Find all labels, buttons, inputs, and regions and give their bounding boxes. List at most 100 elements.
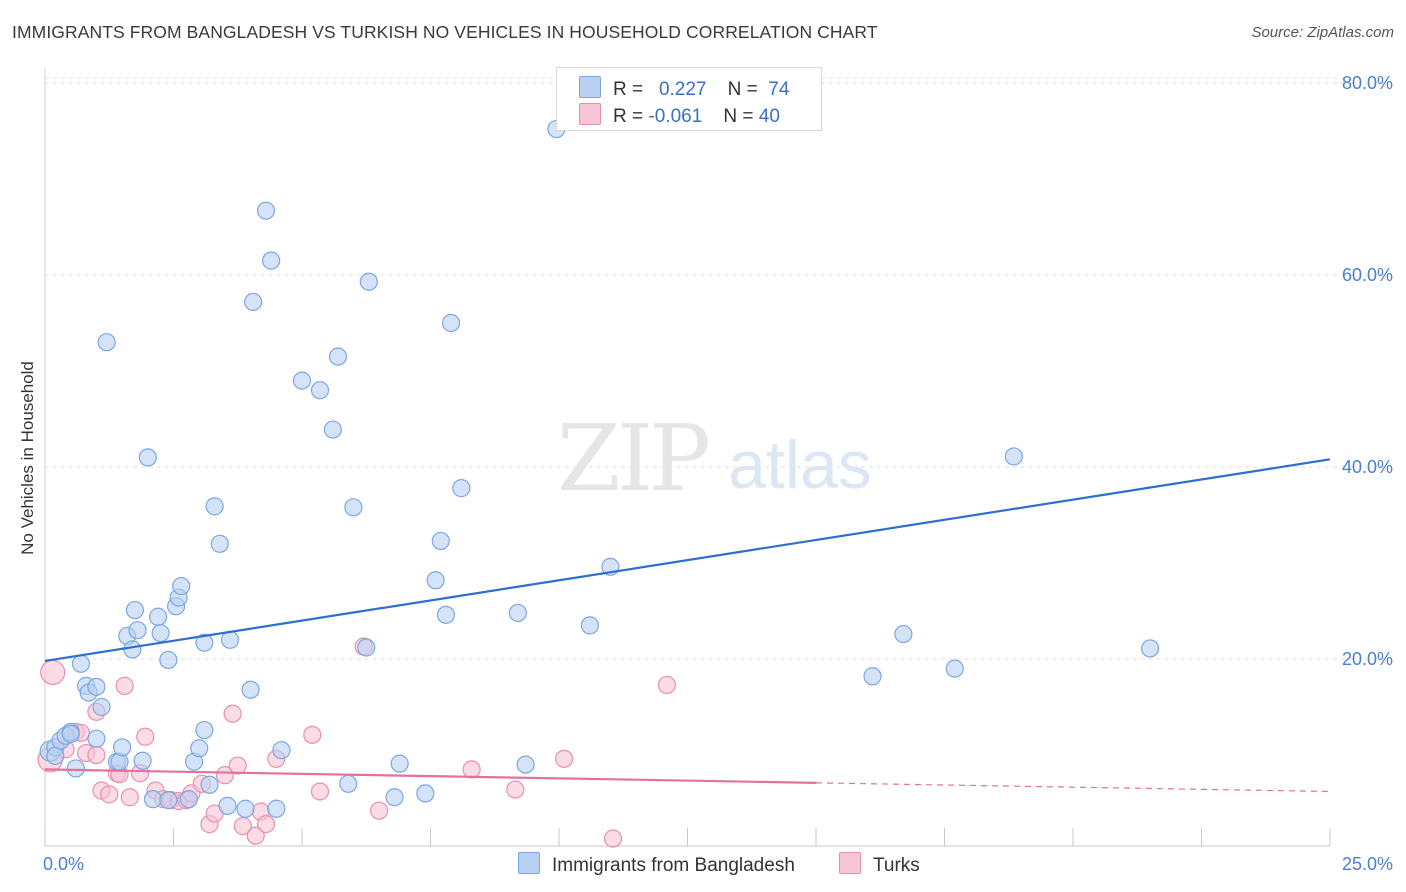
bangladesh-point [441, 313, 461, 333]
bangladesh-point [1004, 447, 1023, 466]
legend-row-bangladesh: R = 0.227 N = 74 [579, 76, 789, 100]
correlation-legend: R = 0.227 N = 74 R = -0.061 N = 40 [556, 67, 822, 131]
x-tick-label: 25.0% [1342, 854, 1393, 874]
turks-point [233, 816, 252, 836]
bangladesh-point [426, 571, 445, 590]
turks-point [120, 788, 139, 807]
legend-r-label: R = [613, 106, 644, 127]
bangladesh-point [357, 638, 376, 657]
bangladesh-point [344, 498, 363, 517]
bangladesh-points [39, 119, 1160, 818]
bangladesh-point [328, 347, 348, 366]
legend-n-value: 74 [768, 79, 790, 100]
turks-point [462, 760, 481, 779]
bangladesh-point [195, 633, 214, 652]
bangladesh-point [390, 754, 409, 773]
bangladesh-point [267, 799, 286, 818]
bangladesh-point [262, 251, 281, 270]
turks-point [303, 725, 322, 744]
bangladesh-point [92, 697, 111, 717]
turks-point [215, 766, 234, 785]
bangladesh-point [46, 746, 65, 766]
turks-point [228, 756, 247, 775]
y-tick-label: 20.0% [1342, 649, 1393, 669]
grid-lines [45, 77, 1392, 660]
bangladesh-point [172, 576, 191, 596]
bottom-legend-swatch-bangladesh [518, 852, 540, 874]
bangladesh-point [66, 759, 85, 778]
y-tick-label: 40.0% [1342, 457, 1393, 477]
legend-n-value: 40 [758, 106, 780, 127]
bangladesh-point [179, 790, 199, 809]
legend-swatch-bangladesh [579, 76, 601, 98]
bangladesh-point [125, 600, 145, 620]
legend-row-turks: R = -0.061 N = 40 [579, 103, 780, 127]
bangladesh-point [87, 729, 106, 748]
bangladesh-point [359, 272, 378, 291]
bangladesh-point [143, 790, 163, 809]
turks-point [100, 785, 119, 804]
bangladesh-point [339, 774, 358, 793]
legend-n-label: N = [723, 106, 754, 127]
bangladesh-point [236, 799, 255, 818]
x-tick-label: 0.0% [43, 854, 84, 874]
bangladesh-point [218, 796, 237, 815]
bangladesh-point [431, 531, 450, 551]
bangladesh-point [272, 741, 291, 760]
bangladesh-point [416, 784, 435, 803]
legend-r-value: 0.227 [658, 79, 707, 100]
bangladesh-point [210, 534, 229, 553]
watermark: ZIP atlas [557, 405, 872, 512]
bangladesh-point [863, 667, 882, 686]
bangladesh-point [61, 724, 80, 743]
bangladesh-point [310, 381, 330, 400]
y-tick-label: 80.0% [1342, 73, 1393, 93]
turks-point [40, 659, 66, 686]
turks-point [115, 676, 134, 695]
bottom-legend-label-bangladesh: Immigrants from Bangladesh [552, 855, 795, 876]
bangladesh-point [97, 333, 116, 352]
bangladesh-point [195, 720, 214, 740]
tick-labels: 20.0% 40.0% 60.0% 80.0% 0.0% 25.0% [43, 73, 1393, 874]
bangladesh-point [385, 788, 404, 807]
bangladesh-point [87, 677, 106, 696]
bangladesh-point [148, 607, 168, 626]
turks-trendline [44, 768, 817, 784]
y-tick-label: 60.0% [1342, 265, 1393, 285]
bangladesh-point [323, 420, 342, 439]
bangladesh-point [205, 497, 224, 516]
bangladesh-point [138, 448, 157, 467]
bangladesh-trendline [44, 458, 1331, 663]
turks-point [310, 782, 330, 801]
turks-point [246, 826, 265, 845]
bottom-legend-bangladesh: Immigrants from Bangladesh [518, 852, 795, 877]
bottom-legend-label-turks: Turks [873, 855, 920, 876]
legend-r-label: R = [613, 79, 644, 100]
legend-swatch-turks [579, 103, 601, 125]
bangladesh-point [516, 755, 535, 774]
axes [44, 68, 1331, 847]
bangladesh-point [133, 751, 152, 770]
turks-point [370, 801, 389, 820]
source-label: Source: ZipAtlas.com [1251, 24, 1394, 41]
turks-point [87, 745, 106, 765]
bottom-legend-swatch-turks [839, 852, 861, 874]
turks-points [37, 637, 677, 848]
bangladesh-point [256, 201, 276, 220]
bangladesh-point [71, 654, 91, 673]
watermark-atlas: atlas [728, 427, 872, 503]
bangladesh-point [241, 680, 260, 699]
bangladesh-point [123, 640, 142, 659]
turks-point [256, 815, 276, 834]
bangladesh-point [580, 616, 599, 635]
turks-point [657, 675, 677, 695]
bangladesh-point [1140, 639, 1160, 658]
watermark-zip: ZIP [557, 405, 708, 512]
bangladesh-point [244, 292, 263, 311]
bangladesh-point [894, 624, 913, 644]
bangladesh-point [159, 791, 178, 810]
bangladesh-point [436, 605, 456, 624]
bottom-legend-turks: Turks [839, 852, 920, 877]
turks-trendline-extension [815, 782, 1331, 793]
